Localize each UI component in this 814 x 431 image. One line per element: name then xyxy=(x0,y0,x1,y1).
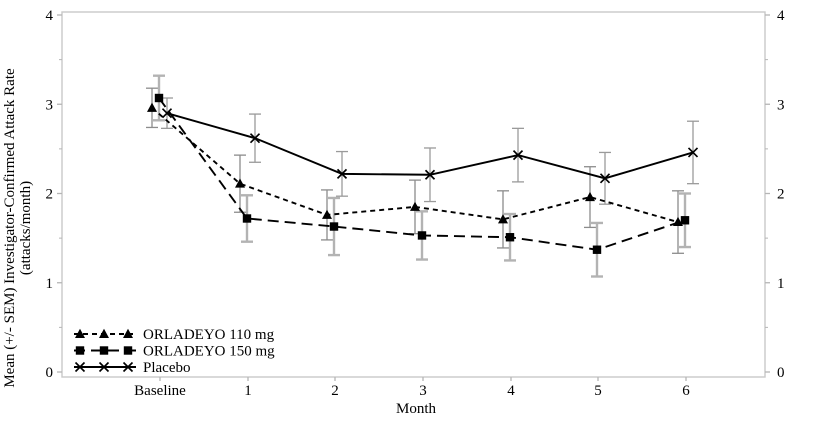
plot-frame xyxy=(61,11,766,378)
y-tick-label-right: 4 xyxy=(777,8,785,24)
x-tick-label-5: 5 xyxy=(594,383,602,399)
y-tick-label-right: 1 xyxy=(777,276,785,292)
x-tick-label-4: 4 xyxy=(507,383,515,399)
marker-placebo-1 xyxy=(249,133,261,144)
marker-placebo-baseline xyxy=(161,108,173,119)
marker-placebo-4 xyxy=(512,150,524,161)
legend-marker-triangle xyxy=(75,328,85,338)
marker-orladeyo-110-mg-3 xyxy=(410,201,420,211)
legend-item-orladeyo-110-mg: ORLADEYO 110 mg xyxy=(74,327,275,343)
marker-orladeyo-110-mg-baseline xyxy=(147,102,157,112)
legend-label: Placebo xyxy=(143,360,190,376)
marker-placebo-6 xyxy=(687,147,699,158)
x-tick-label-1: 1 xyxy=(244,383,252,399)
marker-orladeyo-150-mg-2 xyxy=(329,222,339,231)
marker-orladeyo-110-mg-4 xyxy=(498,214,508,224)
y-tick-label-left: 0 xyxy=(46,365,54,381)
y-tick-label-right: 0 xyxy=(777,365,785,381)
legend-marker-triangle xyxy=(123,328,133,338)
y-axis-title-line1: Mean (+/- SEM) Investigator-Confirmed At… xyxy=(2,68,18,388)
marker-orladeyo-110-mg-2 xyxy=(322,209,332,219)
axes: 0 0 1 1 2 2 3 3 4 4 Baseline 1 2 3 4 5 6 xyxy=(46,8,786,399)
legend-label: ORLADEYO 150 mg xyxy=(143,344,275,360)
x-axis-title: Month xyxy=(396,401,437,417)
marker-orladeyo-110-mg-5 xyxy=(585,191,595,202)
y-tick-label-right: 3 xyxy=(777,97,785,113)
x-tick-label-3: 3 xyxy=(419,383,427,399)
legend-label: ORLADEYO 110 mg xyxy=(143,327,275,343)
y-tick-label-left: 3 xyxy=(46,97,54,113)
legend-marker-square xyxy=(123,346,133,355)
x-tick-label-6: 6 xyxy=(682,383,690,399)
legend-item-orladeyo-150-mg: ORLADEYO 150 mg xyxy=(74,344,275,360)
plot-border xyxy=(61,11,766,378)
series-markers xyxy=(147,93,699,254)
marker-orladeyo-150-mg-5 xyxy=(592,245,602,254)
y-tick-label-left: 4 xyxy=(46,8,54,24)
y-tick-label-right: 2 xyxy=(777,187,785,203)
marker-orladeyo-150-mg-3 xyxy=(417,231,427,240)
marker-orladeyo-150-mg-1 xyxy=(242,214,252,223)
y-axis-title-line2: (attacks/month) xyxy=(18,181,34,275)
legend-marker-triangle xyxy=(99,328,109,338)
y-tick-label-left: 2 xyxy=(46,187,54,203)
x-tick-label-2: 2 xyxy=(331,383,339,399)
marker-placebo-5 xyxy=(599,173,611,184)
legend-item-placebo: Placebo xyxy=(74,360,190,376)
legend-marker-x xyxy=(74,361,86,373)
marker-orladeyo-110-mg-1 xyxy=(235,178,245,188)
marker-orladeyo-110-mg-6 xyxy=(673,216,683,227)
marker-placebo-2 xyxy=(336,168,348,179)
marker-orladeyo-150-mg-baseline xyxy=(154,93,164,103)
legend-marker-square xyxy=(75,346,85,355)
marker-placebo-3 xyxy=(424,169,436,180)
legend-marker-square xyxy=(99,346,109,355)
marker-orladeyo-150-mg-4 xyxy=(505,233,515,242)
legend-marker-x xyxy=(98,361,110,373)
x-tick-label-baseline: Baseline xyxy=(134,383,186,399)
legend-marker-x xyxy=(122,361,134,373)
error-bars xyxy=(146,74,699,278)
marker-orladeyo-150-mg-6 xyxy=(680,216,690,225)
y-tick-label-left: 1 xyxy=(46,276,54,292)
